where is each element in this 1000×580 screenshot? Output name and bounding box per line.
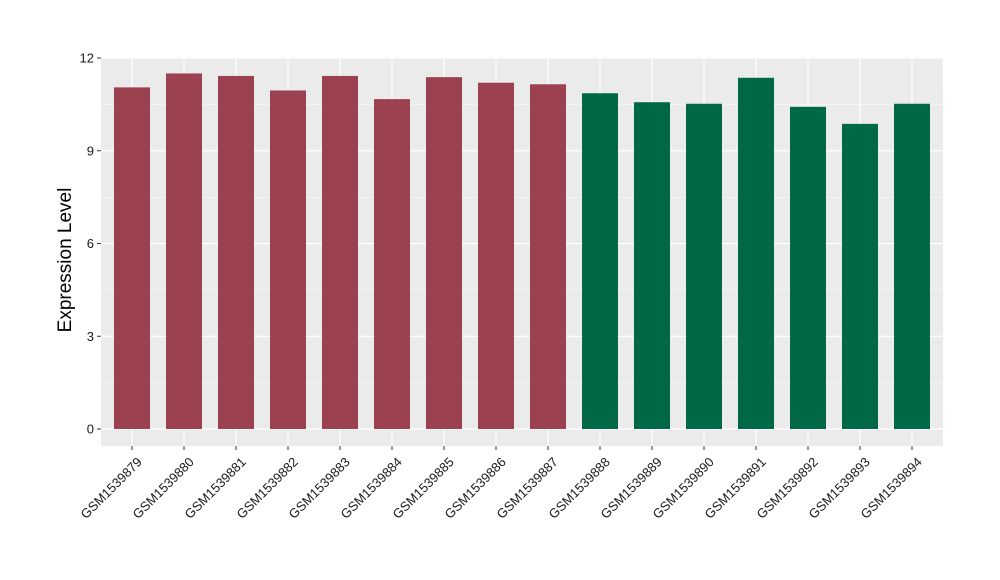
y-tick-label: 6 [87,236,94,251]
bar [530,84,566,429]
bar [270,90,306,430]
x-axis: GSM1539879GSM1539880GSM1539881GSM1539882… [78,446,925,522]
bar [790,106,826,430]
y-tick-label: 9 [87,143,94,158]
bars [114,73,930,430]
bar [426,77,462,429]
bar [582,93,618,430]
y-tick-label: 3 [87,329,94,344]
y-tick-label: 0 [87,422,94,437]
y-axis-title: Expression Level [55,188,76,333]
bar [686,103,722,430]
bar [738,77,774,429]
bar [894,103,930,430]
bar [478,82,514,429]
bar [166,73,202,429]
bar [114,87,150,429]
bar [842,123,878,429]
y-axis: 0 3 6 9 12 [80,51,101,437]
bar [634,102,670,430]
bar [218,75,254,429]
bar [322,75,358,429]
y-tick-label: 12 [80,51,94,66]
bar [374,99,410,429]
